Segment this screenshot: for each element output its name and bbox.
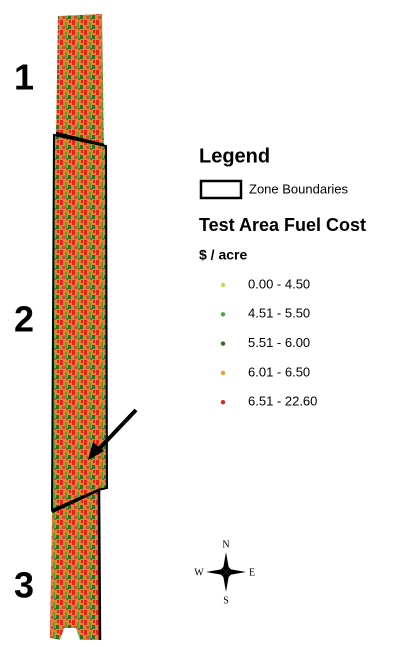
boundary-swatch xyxy=(201,181,241,198)
legend-dot xyxy=(221,341,225,345)
map: 1 2 3 Legend Zone Boundaries Test Area F… xyxy=(0,0,404,647)
compass-s: S xyxy=(223,595,229,606)
legend-dot xyxy=(221,371,225,375)
zone-label: 1 xyxy=(14,57,34,98)
legend-dot xyxy=(221,283,225,287)
zone-label: 3 xyxy=(14,565,34,606)
page: 1 2 3 Legend Zone Boundaries Test Area F… xyxy=(0,0,404,647)
legend-label: 4.51 - 5.50 xyxy=(248,306,310,321)
zone-label: 2 xyxy=(14,299,34,340)
legend-dot xyxy=(221,312,225,316)
compass-n: N xyxy=(222,539,229,550)
layer-title: Test Area Fuel Cost xyxy=(199,215,366,235)
zone-1-area xyxy=(56,14,104,145)
boundary-label: Zone Boundaries xyxy=(249,181,349,196)
units: $ / acre xyxy=(199,247,247,263)
legend-label: 0.00 - 4.50 xyxy=(248,276,310,291)
legend-label: 6.51 - 22.60 xyxy=(248,394,317,409)
legend-label: 5.51 - 6.00 xyxy=(248,335,310,350)
zone-3-area xyxy=(50,490,100,640)
compass xyxy=(206,552,246,592)
compass-e: E xyxy=(249,567,255,578)
legend-title: Legend xyxy=(199,145,270,167)
field-strip xyxy=(50,14,107,640)
legend-label: 6.01 - 6.50 xyxy=(248,364,310,379)
legend-dot xyxy=(221,400,225,404)
legend-items: 0.00 - 4.50 4.51 - 5.50 5.51 - 6.00 6.01 - … xyxy=(221,276,318,408)
compass-w: W xyxy=(194,567,204,578)
